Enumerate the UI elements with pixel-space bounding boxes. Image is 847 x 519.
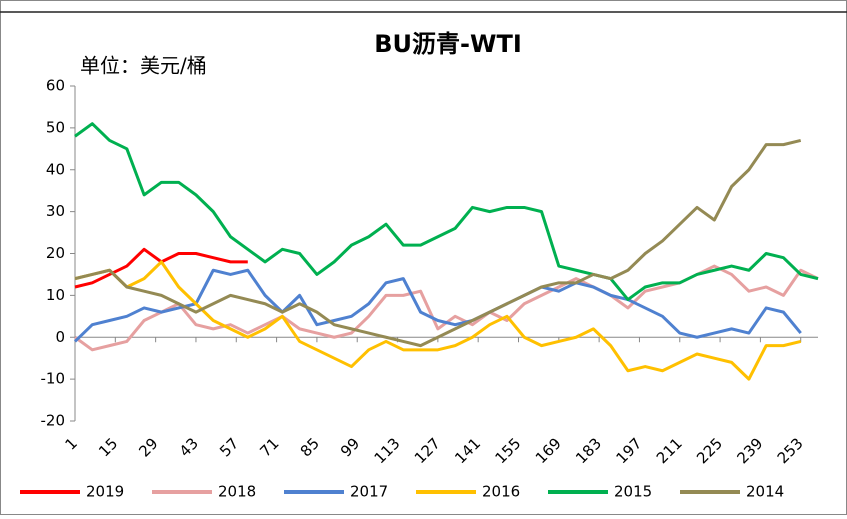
y-tick-label: -10	[41, 370, 66, 388]
y-tick-label: 0	[55, 328, 65, 346]
chart-title: BU沥青-WTI	[374, 30, 522, 58]
y-tick-label: 40	[46, 160, 65, 178]
legend-label: 2015	[614, 483, 652, 501]
y-tick-label: 30	[46, 202, 65, 220]
y-tick-label: 50	[46, 118, 65, 136]
series-line	[74, 122, 819, 302]
legend-label: 2016	[482, 483, 520, 501]
legend-label: 2018	[218, 483, 256, 501]
series-line	[74, 138, 802, 348]
y-tick-label: 20	[46, 244, 65, 262]
series-line	[74, 260, 802, 381]
legend-label: 2017	[350, 483, 388, 501]
subtitle: 单位：美元/桶	[80, 54, 207, 78]
y-tick-label: 60	[46, 77, 65, 95]
y-tick-label: -20	[41, 412, 66, 430]
legend-label: 2014	[746, 483, 784, 501]
y-tick-label: 10	[46, 286, 65, 304]
legend-label: 2019	[86, 483, 124, 501]
